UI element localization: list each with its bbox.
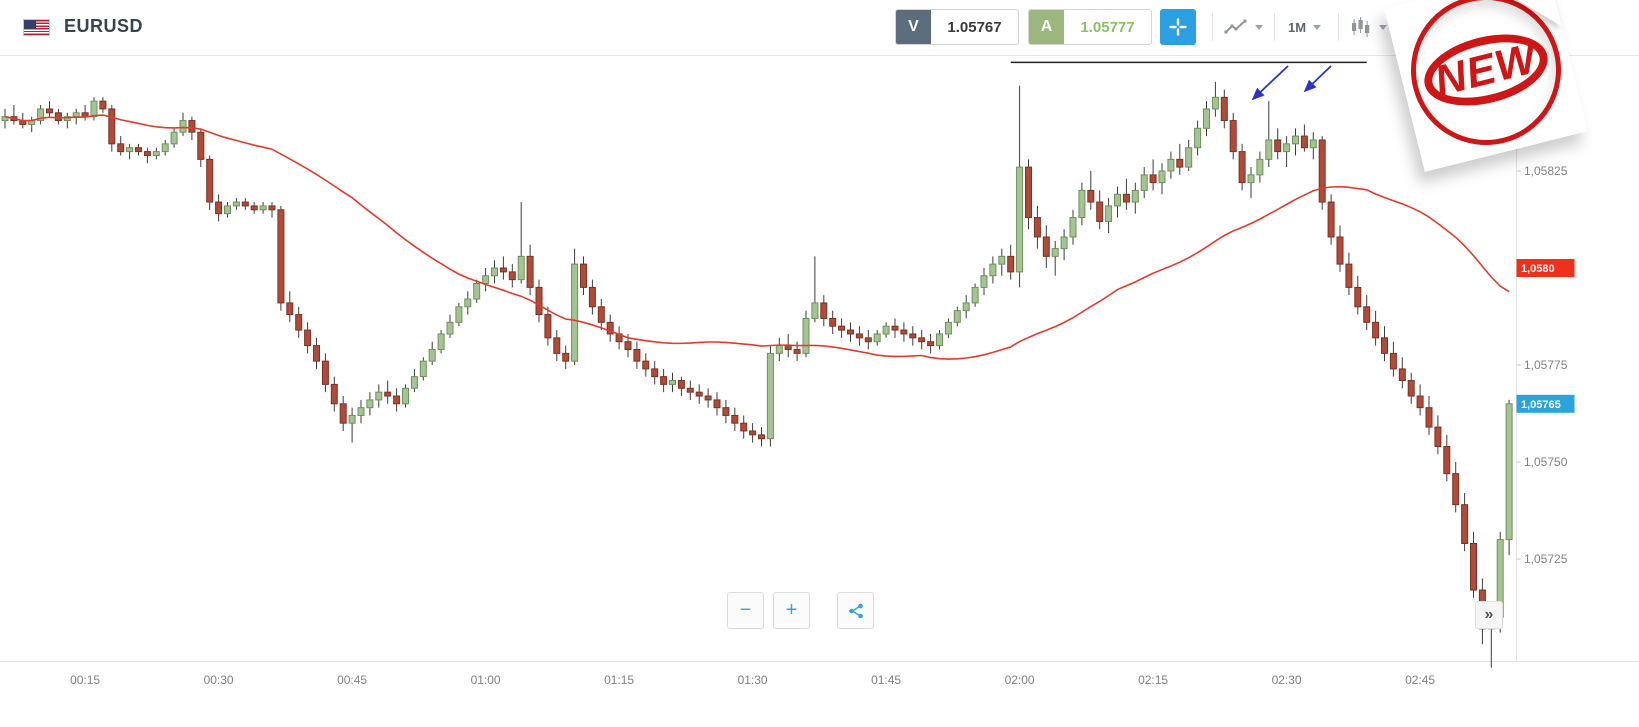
- time-axis: 00:15 00:30 00:45 01:00 01:15 01:30 01:45 02:00…: [70, 673, 1435, 687]
- svg-text:1,05725: 1,05725: [1524, 552, 1568, 566]
- share-button[interactable]: [837, 592, 874, 629]
- chevron-down-icon: [1313, 24, 1322, 30]
- svg-text:00:15: 00:15: [70, 673, 100, 687]
- moving-average-line: [4, 114, 1510, 360]
- svg-text:01:15: 01:15: [604, 673, 634, 687]
- drawing-annotations[interactable]: [1010, 61, 1367, 101]
- sell-button[interactable]: V 1.05767: [895, 9, 1019, 45]
- toolbar-separator: [1212, 13, 1213, 41]
- new-order-button[interactable]: [1160, 9, 1196, 45]
- svg-text:01:00: 01:00: [471, 673, 501, 687]
- chevron-down-icon: [1255, 24, 1263, 30]
- toolbar-separator: [1338, 13, 1339, 41]
- svg-text:01:30: 01:30: [738, 673, 768, 687]
- zoom-in-button[interactable]: +: [773, 592, 810, 629]
- zoom-out-button[interactable]: −: [727, 592, 764, 629]
- crosshair-plus-icon: [1169, 18, 1187, 36]
- svg-text:02:45: 02:45: [1405, 673, 1435, 687]
- svg-text:00:45: 00:45: [337, 673, 367, 687]
- svg-text:00:30: 00:30: [204, 673, 234, 687]
- svg-text:1,0580: 1,0580: [1521, 263, 1555, 275]
- svg-text:1,05775: 1,05775: [1524, 358, 1568, 372]
- series-style-dropdown[interactable]: [1350, 9, 1387, 45]
- current-price-badge: 1,05765: [1516, 394, 1575, 413]
- price-axis: 1,05825 1,05775 1,05750 1,05725: [1516, 164, 1568, 566]
- buy-button[interactable]: A 1.05777: [1028, 9, 1152, 45]
- svg-text:02:30: 02:30: [1272, 673, 1302, 687]
- sell-label: V: [896, 10, 931, 44]
- svg-text:1,05750: 1,05750: [1524, 455, 1568, 469]
- svg-text:1,05765: 1,05765: [1521, 399, 1561, 411]
- svg-text:1,05825: 1,05825: [1524, 164, 1568, 178]
- chart-axes: [0, 55, 1639, 662]
- sell-price: 1.05767: [931, 10, 1018, 44]
- line-chart-icon: [1224, 19, 1247, 34]
- chevron-down-icon: [1379, 24, 1387, 30]
- timeframe-dropdown[interactable]: 1M: [1288, 9, 1322, 45]
- ma-price-badge: 1,0580: [1516, 259, 1575, 277]
- chart-type-dropdown[interactable]: [1224, 9, 1263, 45]
- new-stamp: NEW: [1384, 0, 1588, 172]
- buy-price: 1.05777: [1064, 10, 1151, 44]
- header: EURUSD V 1.05767 A 1.05777 1M: [0, 0, 1639, 56]
- svg-text:02:00: 02:00: [1005, 673, 1035, 687]
- new-stamp-sticker: NEW: [1384, 0, 1588, 172]
- timeframe-label: 1M: [1288, 19, 1307, 35]
- us-flag-icon: [23, 19, 50, 36]
- us-flag-canton: [24, 20, 36, 29]
- expand-panel-button[interactable]: »: [1475, 601, 1503, 629]
- svg-text:02:15: 02:15: [1138, 673, 1168, 687]
- buy-label: A: [1029, 10, 1064, 44]
- candlestick-icon: [1352, 17, 1370, 37]
- svg-text:01:45: 01:45: [871, 673, 901, 687]
- instrument-title: EURUSD: [64, 16, 144, 36]
- share-icon: [848, 603, 863, 618]
- toolbar-separator: [1274, 13, 1275, 41]
- candles-layer: [1, 81, 1513, 668]
